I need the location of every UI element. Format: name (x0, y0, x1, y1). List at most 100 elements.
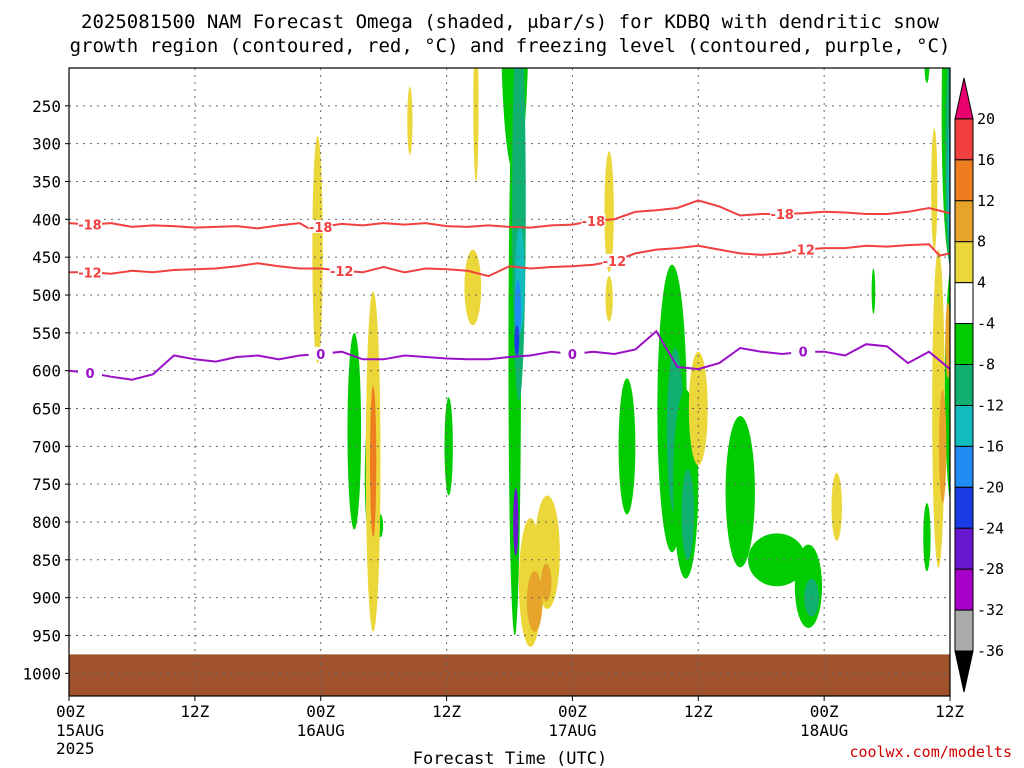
colorbar-bottom-arrow (954, 650, 974, 693)
omega-region-46 (945, 302, 950, 379)
omega-region-6 (513, 487, 519, 557)
colorbar-box-6 (954, 323, 974, 366)
colorbar-box-9 (954, 445, 974, 488)
omega-region-38 (540, 563, 552, 602)
colorbar-label-12: -32 (977, 601, 1004, 619)
omega-region-42 (831, 472, 842, 541)
contour-label-bg-2-2 (560, 347, 585, 361)
y-tick-label-400: 400 (32, 210, 61, 229)
omega-region-36 (534, 495, 560, 609)
contour-label-bg-0-0 (77, 217, 102, 231)
omega-region-15 (618, 378, 636, 515)
y-tick-label-1000: 1000 (22, 664, 61, 683)
contour-line-1 (69, 243, 950, 278)
contour-label-0-3: -18 (770, 208, 794, 223)
contour-label-1-2: -12 (603, 255, 627, 270)
colorbar-label-5: -4 (977, 315, 995, 333)
terrain-block (69, 654, 950, 696)
y-tick-label-250: 250 (32, 97, 61, 116)
omega-region-43 (931, 128, 938, 250)
colorbar-label-2: 12 (977, 192, 995, 210)
colorbar-box-2 (954, 159, 974, 202)
contour-label-bg-0-2 (581, 213, 606, 227)
chart-title-line2: growth region (contoured, red, °C) and f… (70, 35, 951, 57)
omega-region-40 (605, 276, 613, 322)
contour-label-bg-1-0 (77, 265, 102, 279)
contour-label-0-2: -18 (582, 215, 606, 230)
source-credit: coolwx.com/modelts (849, 743, 1012, 761)
omega-region-32 (407, 86, 413, 156)
contour-label-bg-2-3 (791, 344, 816, 358)
contour-label-2-0: 0 (85, 367, 94, 382)
y-tick-label-800: 800 (32, 513, 61, 532)
x-axis-label: Forecast Time (UTC) (413, 749, 607, 768)
y-tick-label-950: 950 (32, 626, 61, 645)
x-tick-time-4: 00Z (558, 702, 587, 721)
contour-label-bg-1-1 (329, 263, 354, 277)
colorbar-box-4 (954, 241, 974, 284)
colorbar-label-1: 16 (977, 151, 995, 169)
colorbar-label-10: -24 (977, 519, 1004, 537)
omega-region-25 (947, 120, 950, 243)
x-tick-year-0: 2025 (56, 739, 95, 758)
colorbar-label-4: 4 (977, 274, 986, 292)
colorbar-box-13 (954, 609, 974, 652)
colorbar-box-7 (954, 364, 974, 406)
colorbar-label-7: -12 (977, 396, 1004, 414)
contour-label-2-2: 0 (568, 348, 577, 363)
y-tick-label-300: 300 (32, 135, 61, 154)
colorbar-box-8 (954, 404, 974, 447)
x-tick-time-1: 12Z (180, 702, 209, 721)
omega-region-22 (871, 268, 876, 314)
contour-label-0-1: -18 (309, 221, 333, 236)
x-tick-time-0: 00Z (56, 702, 85, 721)
omega-region-18 (725, 416, 755, 568)
contour-label-2-1: 0 (316, 348, 325, 363)
y-tick-label-850: 850 (32, 551, 61, 570)
colorbar-top-arrow (954, 77, 974, 120)
contour-label-bg-2-0 (77, 365, 102, 379)
omega-region-34 (464, 249, 482, 326)
contour-label-bg-0-1 (308, 219, 333, 233)
y-tick-label-900: 900 (32, 589, 61, 608)
contour-label-bg-0-3 (770, 207, 795, 221)
y-tick-label-650: 650 (32, 399, 61, 418)
omega-region-29 (312, 136, 323, 364)
x-tick-time-2: 00Z (306, 702, 335, 721)
omega-region-45 (938, 389, 947, 504)
omega-region-17 (681, 469, 695, 560)
contour-label-bg-1-2 (602, 253, 627, 267)
contour-label-1-3: -12 (791, 244, 815, 259)
colorbar-box-5 (954, 282, 974, 325)
colorbar-box-11 (954, 527, 974, 570)
omega-region-41 (688, 351, 708, 466)
omega-region-39 (604, 151, 614, 273)
x-tick-date-0: 15AUG (56, 721, 104, 740)
y-tick-label-750: 750 (32, 475, 61, 494)
colorbar-label-3: 8 (977, 233, 986, 251)
omega-region-4 (514, 279, 522, 341)
x-tick-time-5: 12Z (684, 702, 713, 721)
contour-line-0 (69, 199, 950, 231)
colorbar-label-13: -36 (977, 642, 1004, 660)
colorbar-box-3 (954, 200, 974, 243)
x-tick-time-3: 12Z (432, 702, 461, 721)
x-tick-date-6: 18AUG (800, 721, 848, 740)
temperature-contours: -18 -18 -18 -18 -12 -12 -12 -12 0 0 0 0 (69, 199, 950, 382)
contour-label-bg-2-1 (308, 347, 333, 361)
contour-label-0-0: -18 (78, 219, 102, 234)
y-tick-label-700: 700 (32, 437, 61, 456)
omega-region-7 (347, 332, 362, 530)
x-tick-date-4: 17AUG (548, 721, 596, 740)
y-tick-label-350: 350 (32, 172, 61, 191)
colorbar-box-10 (954, 486, 974, 529)
y-tick-label-600: 600 (32, 362, 61, 381)
omega-region-31 (370, 385, 377, 538)
y-tick-label-450: 450 (32, 248, 61, 267)
colorbar-label-11: -28 (977, 560, 1004, 578)
plot-frame (68, 67, 951, 697)
x-tick-date-2: 16AUG (297, 721, 345, 740)
omega-shading (312, 68, 950, 647)
colorbar-label-0: 20 (977, 110, 995, 128)
